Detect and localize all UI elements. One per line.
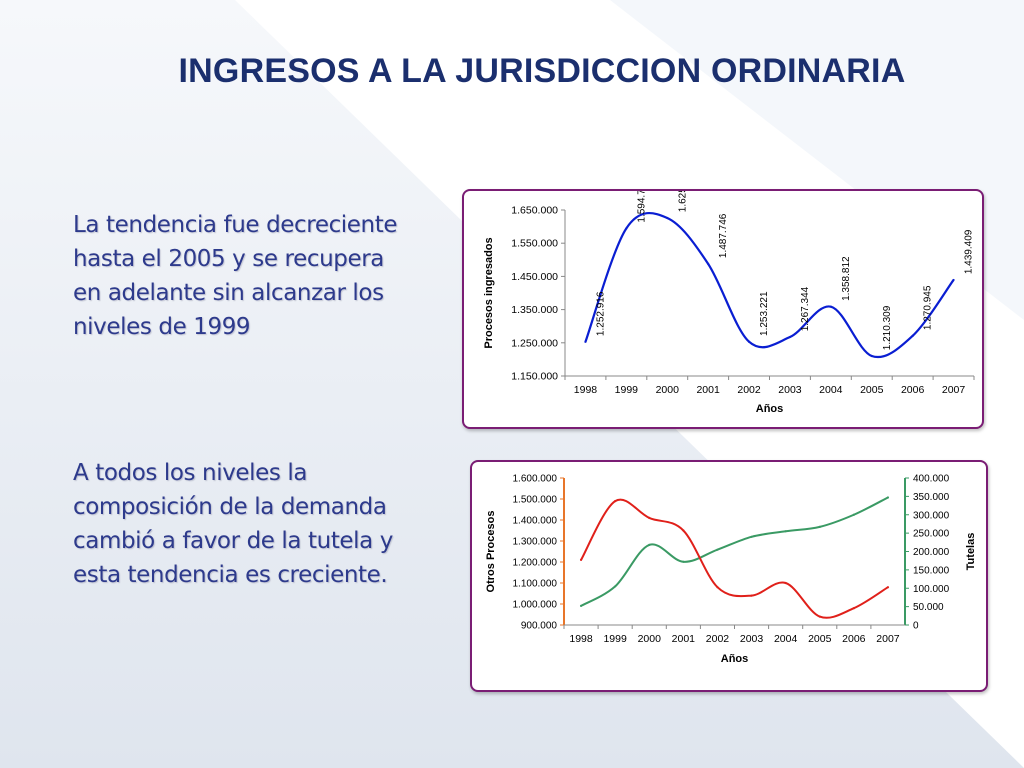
y-tick-label: 1.150.000 [511, 371, 558, 383]
x-tick-label: 2004 [774, 633, 798, 645]
x-tick-label: 2000 [656, 384, 680, 396]
y-tick-label-right: 150.000 [913, 565, 950, 576]
data-label: 1.487.746 [718, 213, 729, 258]
y-tick-label-right: 100.000 [913, 584, 950, 595]
data-point-otros-procesos [750, 594, 753, 597]
x-tick-label: 2005 [860, 384, 884, 396]
y-tick-label: 1.650.000 [511, 205, 558, 217]
data-label: 1.210.309 [882, 305, 893, 350]
x-axis-title: Años [721, 653, 749, 665]
y-tick-label-right: 300.000 [913, 510, 950, 521]
data-point [829, 305, 832, 308]
data-point-tutelas [750, 535, 753, 538]
data-label: 1.625.989 [677, 191, 688, 212]
y-tick-label: 1.450.000 [511, 271, 558, 283]
y-tick-label-right: 0 [913, 621, 919, 632]
y-tick-label-left: 1.300.000 [513, 537, 558, 548]
data-point [625, 227, 628, 230]
y-tick-label-left: 1.000.000 [513, 600, 558, 611]
data-point-otros-procesos [716, 586, 719, 589]
data-point [952, 278, 955, 282]
data-point-otros-procesos [614, 500, 617, 503]
data-point [707, 262, 710, 265]
x-tick-label: 2001 [672, 633, 696, 645]
x-tick-label: 2000 [638, 633, 662, 645]
data-label: 1.594.706 [636, 191, 647, 223]
data-label: 1.270.945 [923, 285, 934, 330]
y-tick-label: 1.550.000 [511, 238, 558, 250]
data-point-tutelas [579, 604, 583, 607]
y-tick-label-right: 400.000 [913, 474, 950, 485]
y-tick-label-left: 1.500.000 [513, 495, 558, 506]
x-tick-label: 2007 [942, 384, 966, 396]
series-line-procesos-ingresados [584, 212, 955, 359]
y-tick-label-left: 900.000 [521, 621, 558, 632]
y-tick-label-left: 1.100.000 [513, 579, 558, 590]
data-point-otros-procesos [886, 586, 890, 589]
x-tick-label: 2007 [876, 633, 900, 645]
data-point-otros-procesos [648, 516, 651, 519]
data-point [788, 335, 792, 339]
y-tick-label-right: 50.000 [913, 602, 944, 613]
data-point-tutelas [682, 560, 685, 563]
data-point [911, 334, 914, 337]
data-point-tutelas [784, 530, 787, 533]
x-tick-label: 2003 [778, 384, 802, 396]
x-tick-label: 2006 [842, 633, 866, 645]
x-tick-label: 1998 [569, 633, 593, 645]
chart-ingresos: 1.150.000 1.250.000 1.350.000 1.450.000 1.55… [483, 167, 975, 415]
data-label: 1.439.409 [964, 229, 975, 274]
chart-frame-ingresos: 1.150.000 1.250.000 1.350.000 1.450.000 1.55… [462, 167, 984, 429]
data-point [666, 216, 669, 220]
x-tick-label: 2003 [740, 633, 764, 645]
data-point [584, 340, 587, 343]
data-point-otros-procesos [579, 558, 583, 561]
y-tick-label-right: 200.000 [913, 547, 950, 558]
data-label: 1.253.221 [759, 291, 770, 336]
x-tick-label: 1999 [603, 633, 627, 645]
x-tick-label: 2004 [819, 384, 843, 396]
data-label: 1.267.344 [800, 286, 811, 331]
data-label: 1.358.812 [841, 256, 852, 301]
data-point-otros-procesos [784, 581, 787, 585]
data-point [870, 354, 873, 358]
data-point-tutelas [818, 525, 821, 528]
y-axis-title-left: Otros Procesos [485, 511, 497, 593]
y-tick-label: 1.250.000 [511, 337, 558, 349]
composition-paragraph: A todos los niveles la composición de la… [73, 460, 393, 588]
y-tick-label-left: 1.200.000 [513, 558, 558, 569]
x-tick-label: 2006 [901, 384, 925, 396]
slide-title: INGRESOS A LA JURISDICCION ORDINARIA [178, 52, 906, 90]
x-tick-label: 2002 [706, 633, 730, 645]
trend-paragraph: La tendencia fue decreciente hasta el 20… [73, 212, 398, 340]
x-tick-label: 2001 [696, 384, 720, 396]
y-axis-title: Procesos ingresados [483, 237, 495, 348]
y-tick-label-right: 350.000 [913, 492, 950, 503]
data-point-tutelas [614, 585, 617, 588]
data-point [747, 340, 751, 343]
series-line-tutelas [580, 496, 889, 607]
data-point-otros-procesos [852, 607, 855, 610]
y-tick-label-left: 1.600.000 [513, 474, 558, 485]
y-tick-label-right: 250.000 [913, 529, 950, 540]
data-point-tutelas [648, 543, 651, 546]
y-tick-label: 1.350.000 [511, 304, 558, 316]
chart-frame-composicion: 900.000 1.000.000 1.100.000 1.200.000 1.300.… [470, 460, 988, 692]
x-tick-label: 1998 [574, 384, 598, 396]
series-line-otros-procesos [580, 498, 889, 619]
y-tick-label-left: 1.400.000 [513, 516, 558, 527]
data-point-tutelas [886, 496, 890, 499]
x-axis-title: Años [756, 403, 784, 415]
data-point-tutelas [716, 548, 719, 551]
x-tick-label: 1999 [615, 384, 639, 396]
data-label: 1.252.916 [595, 291, 606, 336]
y-axis-title-right: Tutelas [965, 533, 977, 571]
x-tick-label: 2005 [808, 633, 832, 645]
data-point-tutelas [852, 513, 855, 516]
data-point-otros-procesos [818, 615, 821, 618]
chart-composicion: 900.000 1.000.000 1.100.000 1.200.000 1.300.… [485, 474, 977, 666]
data-point-otros-procesos [682, 529, 685, 532]
x-tick-label: 2002 [737, 384, 761, 396]
